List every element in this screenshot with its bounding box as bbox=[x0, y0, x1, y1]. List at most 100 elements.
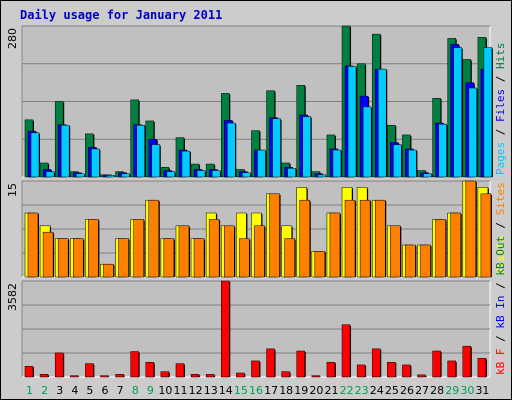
x-tick-label: 25 bbox=[385, 384, 399, 397]
legend-entry: / bbox=[494, 69, 507, 82]
panel-max-label: 3582 bbox=[6, 283, 19, 311]
bar-pages-day-7 bbox=[121, 173, 130, 178]
bar-kb-f-day-31 bbox=[477, 357, 487, 378]
bar-pages-day-15 bbox=[242, 172, 251, 178]
bar-kb-f-day-25 bbox=[387, 362, 396, 378]
bar-sites-day-6 bbox=[103, 263, 114, 278]
x-tick-label: 22 bbox=[340, 384, 354, 397]
x-tick-label: 12 bbox=[189, 384, 203, 397]
bar-pages-day-14 bbox=[227, 122, 236, 178]
bar-kb-f-day-29 bbox=[447, 360, 456, 378]
legend-entry: Visits bbox=[494, 229, 507, 275]
x-tick-label: 4 bbox=[71, 384, 78, 397]
x-tick-label: 31 bbox=[475, 384, 489, 397]
bar-kb-f-day-15 bbox=[236, 372, 245, 378]
x-tick-label: 9 bbox=[147, 384, 154, 397]
bar-pages-day-21 bbox=[332, 149, 342, 178]
bar-sites-day-5 bbox=[88, 219, 99, 278]
bar-pages-day-6 bbox=[106, 175, 115, 178]
bar-kb-f-day-13 bbox=[205, 374, 215, 378]
x-tick-label: 21 bbox=[324, 384, 338, 397]
legend-entry: / bbox=[494, 122, 507, 135]
x-tick-label: 6 bbox=[102, 384, 109, 397]
x-tick-label: 11 bbox=[174, 384, 188, 397]
bar-pages-day-20 bbox=[317, 174, 327, 178]
x-tick-label: 30 bbox=[460, 384, 474, 397]
bar-pages-day-12 bbox=[196, 170, 206, 178]
bar-pages-day-28 bbox=[438, 123, 447, 178]
bar-sites-day-13 bbox=[208, 219, 220, 278]
bar-sites-day-25 bbox=[390, 225, 401, 278]
legend-entry: / bbox=[494, 215, 507, 228]
x-tick-label: 17 bbox=[264, 384, 278, 397]
bar-kb-f-day-9 bbox=[145, 362, 155, 378]
chart-title: Daily usage for January 2011 bbox=[20, 8, 222, 22]
bar-kb-f-day-18 bbox=[281, 371, 290, 378]
bar-kb-f-day-7 bbox=[115, 374, 124, 378]
bar-sites-day-22 bbox=[344, 199, 356, 278]
bar-kb-f-day-28 bbox=[432, 350, 441, 378]
bar-sites-day-1 bbox=[27, 212, 39, 278]
bar-pages-day-1 bbox=[30, 132, 40, 178]
bar-pages-day-10 bbox=[166, 171, 176, 178]
bar-kb-f-day-1 bbox=[24, 366, 34, 378]
bar-sites-day-4 bbox=[73, 238, 84, 278]
bar-pages-day-26 bbox=[408, 149, 417, 178]
x-tick-label: 3 bbox=[56, 384, 63, 397]
bar-sites-day-17 bbox=[269, 193, 280, 278]
bar-sites-day-2 bbox=[42, 231, 54, 278]
bar-sites-day-26 bbox=[405, 244, 416, 278]
legend-entry: kB In bbox=[494, 289, 507, 329]
panel-hits: 280 Pages / Files / Hits bbox=[6, 25, 507, 178]
bar-kb-f-day-24 bbox=[371, 348, 381, 378]
x-tick-label: 10 bbox=[158, 384, 172, 397]
bar-pages-day-16 bbox=[257, 149, 266, 178]
bar-pages-day-4 bbox=[76, 173, 85, 178]
bar-pages-day-29 bbox=[453, 47, 462, 178]
bar-kb-f-day-3 bbox=[54, 352, 64, 378]
bar-kb-f-day-20 bbox=[311, 375, 321, 378]
bar-kb-f-day-4 bbox=[70, 375, 79, 378]
bar-sites-day-29 bbox=[450, 212, 461, 278]
x-tick-label: 23 bbox=[355, 384, 369, 397]
legend-entry: / bbox=[494, 329, 507, 342]
x-tick-label: 2 bbox=[41, 384, 48, 397]
panel-kbytes: 3582 kB F / kB In / kB Out bbox=[6, 236, 507, 378]
bar-sites-day-31 bbox=[480, 193, 492, 278]
bar-sites-day-12 bbox=[193, 238, 205, 278]
x-tick-label: 24 bbox=[370, 384, 384, 397]
panel-legend: kB F / kB In / kB Out bbox=[494, 236, 507, 375]
x-tick-label: 13 bbox=[204, 384, 218, 397]
bar-pages-day-25 bbox=[393, 144, 402, 178]
bar-sites-day-20 bbox=[314, 251, 326, 278]
bar-pages-day-18 bbox=[287, 168, 296, 178]
panel-max-label: 15 bbox=[6, 183, 19, 197]
bar-sites-day-16 bbox=[254, 225, 265, 278]
x-tick-label: 5 bbox=[86, 384, 93, 397]
bar-pages-day-17 bbox=[272, 118, 281, 178]
bar-pages-day-30 bbox=[468, 87, 478, 178]
bar-kb-f-day-23 bbox=[356, 364, 366, 378]
legend-entry: kB F bbox=[494, 342, 507, 375]
panel-legend: Pages / Files / Hits bbox=[494, 43, 507, 176]
bar-sites-day-28 bbox=[435, 219, 446, 278]
bar-pages-day-19 bbox=[302, 116, 311, 178]
bar-sites-day-24 bbox=[374, 199, 386, 278]
x-tick-label: 19 bbox=[294, 384, 308, 397]
bar-sites-day-14 bbox=[224, 225, 235, 278]
bar-sites-day-21 bbox=[329, 212, 341, 278]
bar-pages-day-2 bbox=[45, 171, 55, 178]
x-tick-label: 1 bbox=[26, 384, 33, 397]
bar-kb-f-day-14 bbox=[221, 280, 230, 378]
bar-pages-day-11 bbox=[181, 150, 191, 178]
x-tick-label: 20 bbox=[309, 384, 323, 397]
bar-pages-day-3 bbox=[60, 124, 70, 178]
bar-sites-day-11 bbox=[178, 225, 190, 278]
bar-kb-f-day-19 bbox=[296, 350, 305, 378]
bar-pages-day-31 bbox=[483, 47, 493, 178]
bar-kb-f-day-30 bbox=[462, 345, 472, 378]
bar-sites-day-15 bbox=[239, 238, 250, 278]
bar-pages-day-13 bbox=[211, 170, 221, 178]
legend-entry: Files bbox=[494, 82, 507, 122]
